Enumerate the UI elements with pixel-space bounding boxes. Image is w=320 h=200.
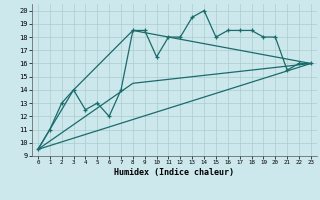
X-axis label: Humidex (Indice chaleur): Humidex (Indice chaleur) bbox=[115, 168, 234, 177]
